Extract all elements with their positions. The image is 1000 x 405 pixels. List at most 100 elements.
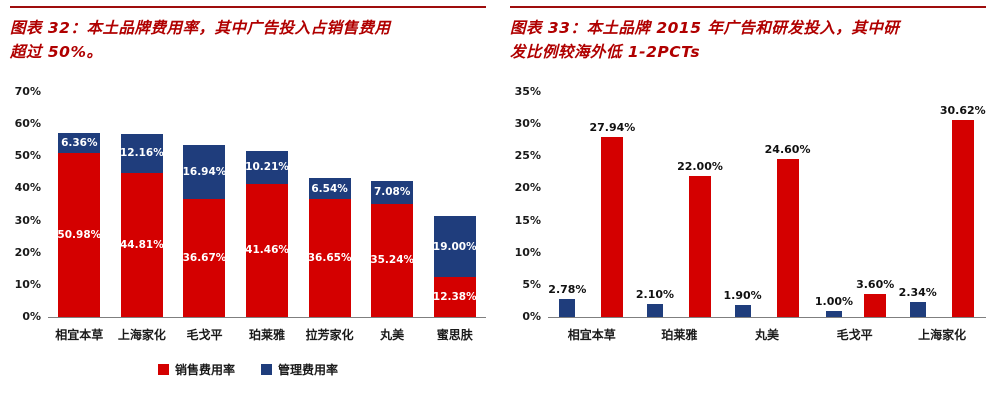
bar-with-label: 2.10% bbox=[636, 288, 674, 318]
bar bbox=[601, 137, 624, 318]
bar-group: 1.00% 3.60% bbox=[814, 278, 894, 318]
stacked-bar-segment: 7.08% bbox=[371, 181, 414, 204]
figure-32-title-rule bbox=[10, 6, 486, 8]
bar-with-label: 2.34% bbox=[898, 286, 937, 318]
y-tick-label: 15% bbox=[514, 213, 541, 227]
bar-with-label: 2.78% bbox=[548, 283, 586, 318]
category-label: 珀莱雅 bbox=[661, 328, 698, 343]
figure-33-panel: 图表 33：本土品牌 2015 年广告和研发投入，其中研 发比例较海外低 1-2… bbox=[500, 0, 1000, 405]
bar-column: 19.00% 12.38% bbox=[423, 92, 486, 318]
y-tick-label: 30% bbox=[514, 117, 541, 131]
bar-column: 6.36% 50.98% bbox=[48, 92, 111, 318]
bar bbox=[646, 303, 663, 318]
chart-body: 0% 10% 20% 30% 40% 50% 60% 70% 6.36% 50.98% 12.16%… bbox=[10, 85, 486, 323]
category-label: 拉芳家化 bbox=[305, 328, 354, 343]
bar-group: 1.90% 24.60% bbox=[723, 142, 811, 318]
stacked-bar-segment: 12.16% bbox=[120, 133, 164, 173]
bar bbox=[734, 304, 751, 318]
bar bbox=[688, 175, 711, 318]
bar-group: 2.10% 22.00% bbox=[636, 160, 723, 318]
bar-value-label: 30.62% bbox=[939, 104, 986, 118]
y-tick-label: 5% bbox=[522, 277, 541, 291]
stacked-bar-segment: 41.46% bbox=[245, 183, 289, 318]
bar-value-label: 19.00% bbox=[432, 240, 477, 253]
bar-value-label: 12.38% bbox=[432, 291, 477, 304]
bar-column: 2.78% 27.94% bbox=[548, 92, 636, 318]
admin-expense-swatch bbox=[261, 364, 272, 376]
figure-32-title: 图表 32：本土品牌费用率，其中广告投入占销售费用 超过 50%。 bbox=[10, 16, 486, 64]
bar-with-label: 24.60% bbox=[764, 142, 811, 318]
figure-33-title-rule bbox=[510, 6, 986, 8]
plot-area: 6.36% 50.98% 12.16% 44.81% 16.94% 36.67% 10.21… bbox=[48, 92, 486, 319]
bar bbox=[864, 293, 887, 318]
bar-with-label: 1.90% bbox=[723, 288, 762, 318]
bar-value-label: 6.36% bbox=[61, 136, 98, 149]
y-tick-label: 70% bbox=[14, 85, 41, 99]
y-tick-label: 35% bbox=[514, 85, 541, 99]
category-label: 相宜本草 bbox=[55, 328, 104, 343]
stacked-bar-segment: 10.21% bbox=[245, 150, 289, 184]
stacked-bar-segment: 36.67% bbox=[182, 199, 227, 318]
bar-column: 16.94% 36.67% bbox=[173, 92, 236, 318]
figure-33-chart: 0% 5% 10% 15% 20% 25% 30% 35% 2.78% 27.94% 2.10% 22… bbox=[510, 85, 986, 343]
bar bbox=[559, 299, 576, 318]
bar-value-label: 44.81% bbox=[120, 239, 164, 252]
bar bbox=[909, 302, 926, 318]
figure-33-title: 图表 33：本土品牌 2015 年广告和研发投入，其中研 发比例较海外低 1-2… bbox=[510, 16, 986, 64]
bar-value-label: 12.16% bbox=[120, 147, 164, 160]
category-axis: 相宜本草 珀莱雅 丸美 毛戈平 上海家化 bbox=[548, 318, 986, 343]
bar-value-label: 1.90% bbox=[723, 288, 762, 302]
bar-column: 1.00% 3.60% bbox=[811, 92, 899, 318]
category-label: 上海家化 bbox=[117, 328, 166, 343]
admin-expense-legend-label: 管理费用率 bbox=[278, 363, 339, 378]
y-tick-label: 20% bbox=[14, 245, 41, 259]
y-tick-label: 10% bbox=[514, 245, 541, 259]
stacked-bar-segment: 6.54% bbox=[308, 178, 351, 200]
bar-value-label: 2.34% bbox=[898, 286, 937, 299]
bar-value-label: 41.46% bbox=[245, 244, 289, 257]
category-label: 丸美 bbox=[380, 328, 405, 343]
figure-32-title-line2: 超过 50%。 bbox=[10, 43, 103, 62]
bar-value-label: 50.98% bbox=[57, 229, 102, 242]
stacked-bar-segment: 19.00% bbox=[432, 216, 477, 278]
figure-32-title-line1: 图表 32：本土品牌费用率，其中广告投入占销售费用 bbox=[10, 19, 391, 37]
bar-value-label: 36.65% bbox=[307, 252, 352, 265]
category-label: 毛戈平 bbox=[186, 328, 223, 343]
bar bbox=[951, 120, 974, 318]
bar-value-label: 10.21% bbox=[245, 161, 289, 174]
y-tick-label: 0% bbox=[22, 310, 41, 324]
legend-item-sales-expense-ratio: 销售费用率 bbox=[157, 361, 235, 378]
chart-body: 0% 5% 10% 15% 20% 25% 30% 35% 2.78% 27.94% 2.10% 22… bbox=[510, 85, 986, 323]
y-tick-label: 50% bbox=[14, 149, 41, 163]
category-axis: 相宜本草 上海家化 毛戈平 珀莱雅 拉芳家化 丸美 蜜思肤 bbox=[48, 318, 486, 343]
bar bbox=[776, 158, 799, 318]
y-tick-label: 40% bbox=[14, 181, 41, 195]
sales-expense-swatch bbox=[157, 364, 169, 376]
y-tick-label: 25% bbox=[514, 149, 541, 163]
bar-value-label: 7.08% bbox=[373, 186, 411, 199]
y-tick-label: 30% bbox=[14, 213, 41, 227]
bar-column: 12.16% 44.81% bbox=[111, 92, 174, 318]
bar-with-label: 22.00% bbox=[677, 160, 723, 318]
y-axis: 0% 10% 20% 30% 40% 50% 60% 70% bbox=[10, 85, 48, 323]
figure-33-title-line2: 发比例较海外低 1-2PCTs bbox=[510, 43, 701, 62]
bar-value-label: 27.94% bbox=[589, 121, 636, 135]
bar-value-label: 1.00% bbox=[814, 294, 854, 308]
bar-with-label: 1.00% bbox=[814, 294, 854, 318]
stacked-bar-segment: 16.94% bbox=[182, 144, 227, 200]
bar-group: 2.78% 27.94% bbox=[548, 121, 636, 318]
figure-32-legend: 销售费用率 管理费用率 bbox=[10, 361, 486, 378]
plot-area: 2.78% 27.94% 2.10% 22.00% 1.90% 24.60% 1.00% 3.… bbox=[548, 92, 986, 319]
y-axis: 0% 5% 10% 15% 20% 25% 30% 35% bbox=[510, 85, 548, 323]
category-label: 蜜思肤 bbox=[436, 328, 473, 343]
category-label: 上海家化 bbox=[918, 328, 967, 343]
bar-value-label: 24.60% bbox=[764, 142, 811, 156]
bar-value-label: 36.67% bbox=[182, 252, 227, 265]
bar-column: 2.10% 22.00% bbox=[636, 92, 724, 318]
category-label: 毛戈平 bbox=[836, 328, 873, 343]
bar-column: 7.08% 35.24% bbox=[361, 92, 424, 318]
y-tick-label: 10% bbox=[14, 277, 41, 291]
bar-value-label: 16.94% bbox=[182, 165, 227, 178]
bar-value-label: 2.10% bbox=[635, 287, 675, 301]
figure-32-chart: 0% 10% 20% 30% 40% 50% 60% 70% 6.36% 50.98% 12.16%… bbox=[10, 85, 486, 343]
